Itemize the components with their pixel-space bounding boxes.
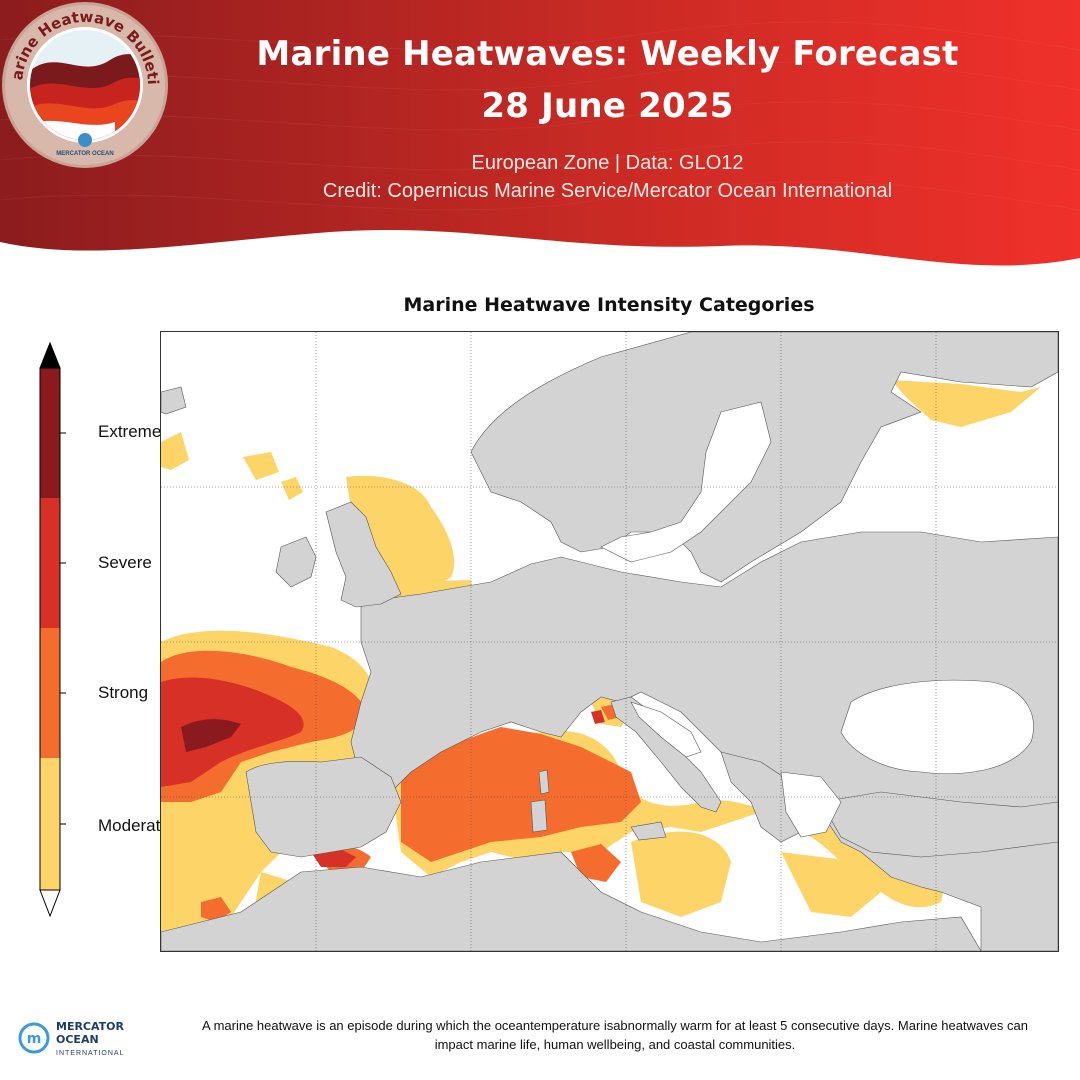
map-canvas (161, 332, 1058, 951)
legend-label-severe: Severe (98, 553, 152, 572)
logo-line2: OCEAN (56, 1033, 99, 1046)
legend-swatch-severe (40, 498, 60, 628)
europe-map (160, 331, 1059, 952)
map-title: Marine Heatwave Intensity Categories (403, 294, 815, 316)
legend-label-extreme: Extreme (98, 422, 162, 441)
zone-data-subtitle: European Zone | Data: GLO12 (471, 152, 744, 174)
svg-text:m: m (27, 1031, 42, 1047)
legend-arrow-up-icon (39, 341, 61, 369)
legend-arrow-down-icon (39, 889, 61, 918)
legend-label-strong: Strong (98, 683, 149, 702)
heatwave-definition: A marine heatwave is an episode during w… (202, 1018, 1028, 1052)
mercator-logo-icon: m MERCATOR OCEAN INTERNATIONAL (18, 1020, 125, 1057)
extreme-zones (181, 719, 241, 752)
graticule (161, 332, 1058, 951)
page-title: Marine Heatwaves: Weekly Forecast (256, 34, 959, 74)
legend-swatch-moderate (40, 758, 60, 890)
marine-heatwave-bulletin-badge: MERCATOR OCEAN Marine Heatwave Bulletin (0, 0, 168, 168)
forecast-date: 28 June 2025 (481, 86, 734, 126)
header-background (0, 0, 1080, 266)
header-banner: MERCATOR OCEAN Marine Heatwave Bulletin … (0, 0, 1080, 280)
intensity-legend: Extreme Severe Strong Moderate (30, 338, 170, 928)
legend-swatch-extreme (40, 368, 60, 498)
legend-colorbar (39, 341, 66, 918)
legend-label-moderate: Moderate (98, 816, 170, 835)
landmass (161, 332, 1058, 951)
inland-seas (600, 401, 1034, 838)
logo-line1: MERCATOR (56, 1020, 125, 1033)
legend-swatch-strong (40, 628, 60, 758)
mercator-ocean-logo: m MERCATOR OCEAN INTERNATIONAL (18, 1016, 148, 1060)
logo-line3: INTERNATIONAL (56, 1050, 125, 1057)
credit-subtitle: Credit: Copernicus Marine Service/Mercat… (322, 180, 893, 202)
badge-org-text: MERCATOR OCEAN (56, 151, 113, 157)
